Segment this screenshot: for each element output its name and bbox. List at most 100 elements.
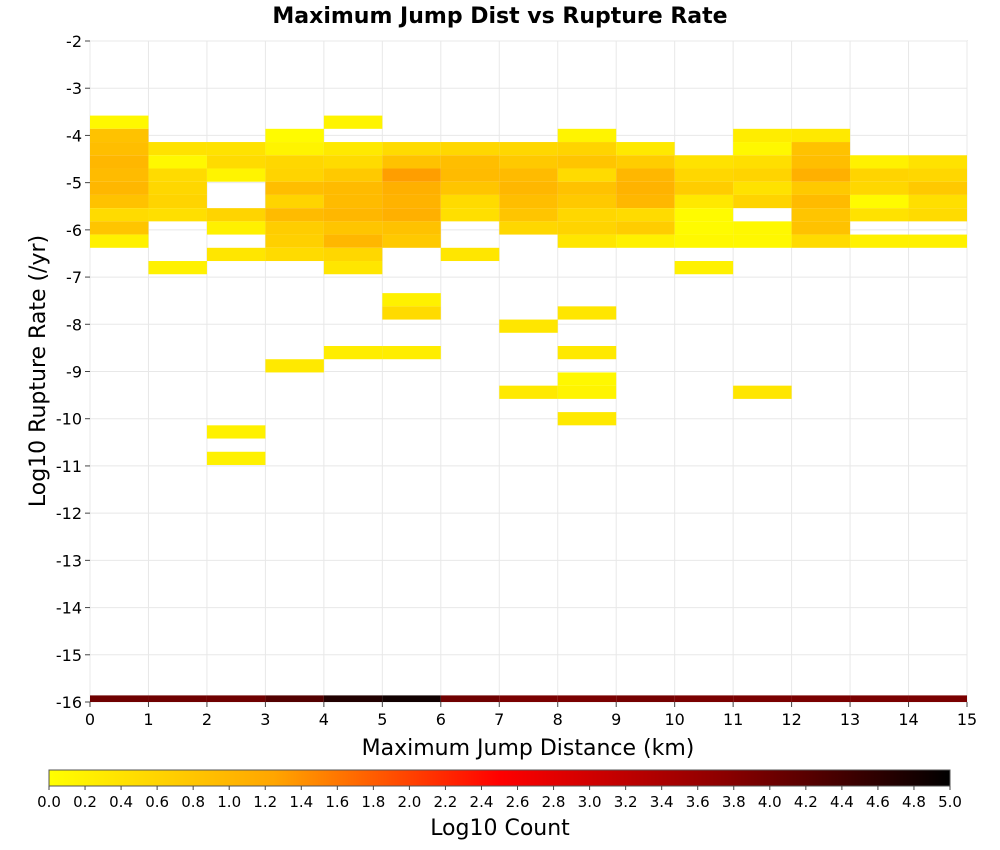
heatmap-cell xyxy=(674,168,734,182)
heatmap-cell xyxy=(908,695,967,702)
heatmap-cell xyxy=(323,142,383,156)
heatmap-cell xyxy=(90,128,149,143)
x-tick-label: 14 xyxy=(898,710,918,729)
x-tick-label: 2 xyxy=(202,710,212,729)
heatmap-cell xyxy=(908,155,967,169)
y-tick-label: -12 xyxy=(56,504,82,523)
x-tick-label: 10 xyxy=(664,710,684,729)
heatmap-cell xyxy=(557,194,617,209)
heatmap-cell xyxy=(206,451,266,465)
heatmap-cell xyxy=(499,155,558,169)
heatmap-cell xyxy=(206,168,266,182)
colorbar-tick-label: 2.2 xyxy=(434,793,458,811)
heatmap-cell xyxy=(791,142,851,156)
colorbar-tick-label: 4.8 xyxy=(902,793,926,811)
heatmap-cell xyxy=(499,385,558,399)
y-tick-label: -15 xyxy=(56,646,82,665)
heatmap-cell xyxy=(499,142,558,156)
heatmap-cell xyxy=(557,412,617,426)
colorbar-tick-label: 4.0 xyxy=(758,793,782,811)
heatmap-cell xyxy=(90,208,149,222)
heatmap-cell xyxy=(440,695,500,702)
heatmap-cell xyxy=(440,194,500,209)
heatmap-cell xyxy=(323,234,383,248)
heatmap-cell xyxy=(323,695,383,702)
heatmap-cell xyxy=(791,234,851,248)
heatmap-cell xyxy=(265,247,324,262)
heatmap-cell xyxy=(557,221,617,235)
heatmap-cell xyxy=(616,208,675,222)
y-tick-label: -2 xyxy=(66,32,82,51)
heatmap-cell xyxy=(90,142,149,156)
heatmap-cell xyxy=(265,142,324,156)
heatmap-cell xyxy=(557,234,617,248)
heatmap-cell xyxy=(440,142,500,156)
heatmap-cells xyxy=(90,115,967,702)
heatmap-cell xyxy=(733,385,792,399)
heatmap-cell xyxy=(791,208,851,222)
heatmap-cell xyxy=(791,155,851,169)
heatmap-cell xyxy=(557,181,617,195)
heatmap-cell xyxy=(499,194,558,209)
heatmap-cell xyxy=(148,168,207,182)
heatmap-cell xyxy=(440,247,500,262)
heatmap-cell xyxy=(557,128,617,143)
heatmap-cell xyxy=(616,155,675,169)
heatmap-cell xyxy=(265,208,324,222)
heatmap-cell xyxy=(265,168,324,182)
colorbar-tick-label: 3.8 xyxy=(722,793,746,811)
colorbar-tick-label: 2.4 xyxy=(470,793,494,811)
colorbar-tick-label: 4.2 xyxy=(794,793,818,811)
heatmap-cell xyxy=(791,695,851,702)
heatmap-cell xyxy=(733,234,792,248)
heatmap-cell xyxy=(791,194,851,209)
heatmap-cell xyxy=(733,181,792,195)
heatmap-cell xyxy=(733,142,792,156)
x-axis-label: Maximum Jump Distance (km) xyxy=(362,736,695,761)
heatmap-cell xyxy=(265,155,324,169)
heatmap-cell xyxy=(674,261,734,275)
heatmap-cell xyxy=(616,194,675,209)
y-axis-label: Log10 Rupture Rate (/yr) xyxy=(26,235,51,507)
heatmap-cell xyxy=(90,181,149,195)
heatmap-cell xyxy=(850,194,909,209)
colorbar-tick-label: 2.6 xyxy=(506,793,530,811)
x-tick-label: 11 xyxy=(723,710,743,729)
heatmap-cell xyxy=(499,695,558,702)
x-tick-label: 15 xyxy=(957,710,977,729)
heatmap-cell xyxy=(323,168,383,182)
heatmap-cell xyxy=(674,208,734,222)
heatmap-cell xyxy=(206,142,266,156)
y-tick-label: -7 xyxy=(66,268,82,287)
colorbar-tick-label: 0.4 xyxy=(109,793,133,811)
y-tick-label: -11 xyxy=(56,457,82,476)
heatmap-cell xyxy=(206,695,266,702)
heatmap-cell xyxy=(616,142,675,156)
colorbar-tick-label: 3.2 xyxy=(614,793,638,811)
heatmap-cell xyxy=(265,359,324,373)
heatmap-cell xyxy=(616,181,675,195)
heatmap-cell xyxy=(440,208,500,222)
colorbar-tick-label: 2.0 xyxy=(397,793,421,811)
heatmap-cell xyxy=(206,221,266,235)
heatmap-cell xyxy=(674,181,734,195)
y-tick-label: -9 xyxy=(66,363,82,382)
heatmap-cell xyxy=(850,208,909,222)
heatmap-cell xyxy=(148,261,207,275)
colorbar-tick-label: 1.0 xyxy=(217,793,241,811)
heatmap-cell xyxy=(733,695,792,702)
x-tick-label: 13 xyxy=(840,710,860,729)
colorbar-gradient xyxy=(48,769,951,787)
x-tick-label: 1 xyxy=(143,710,153,729)
heatmap-cell xyxy=(265,194,324,209)
heatmap-cell xyxy=(850,234,909,248)
heatmap-cell xyxy=(382,293,441,307)
y-tick-label: -10 xyxy=(56,410,82,429)
heatmap-cell xyxy=(382,306,441,320)
heatmap-cell xyxy=(382,346,441,360)
heatmap-cell xyxy=(148,695,207,702)
colorbar-tick-label: 4.4 xyxy=(830,793,854,811)
heatmap-cell xyxy=(382,142,441,156)
heatmap-cell xyxy=(908,181,967,195)
heatmap-cell xyxy=(791,128,851,143)
